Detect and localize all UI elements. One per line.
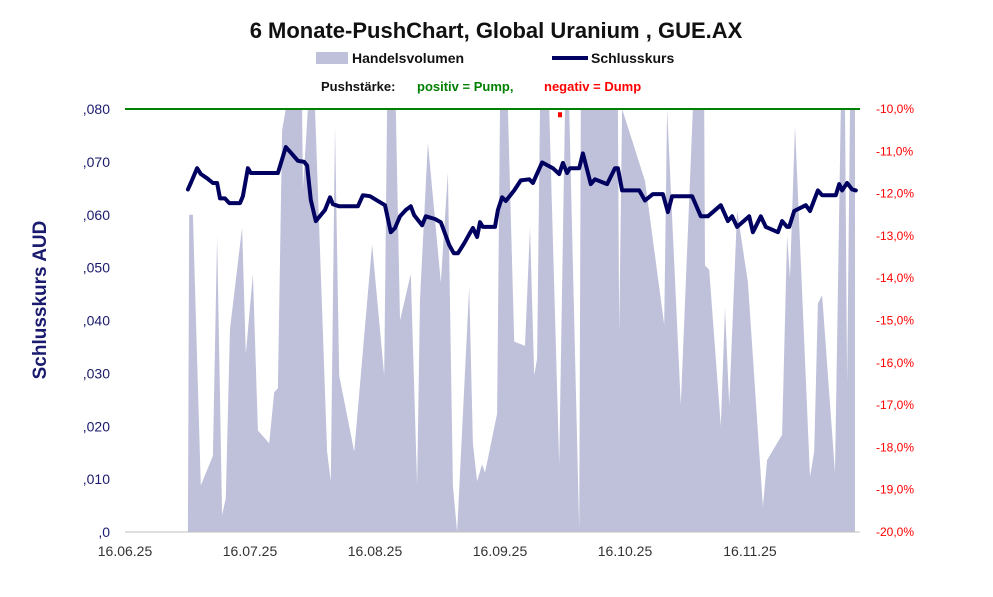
plot-area: ,0 ,010 ,020 ,030 ,040 ,050 ,060 ,070 ,080 -20,0%… <box>83 101 915 559</box>
x-tick-label: 16.09.25 <box>473 543 528 559</box>
push-point-marker <box>558 112 562 118</box>
y2-tick-label: -12,0% <box>876 187 914 201</box>
y-tick-label: ,050 <box>83 260 110 276</box>
legend-label-volume: Handelsvolumen <box>352 50 464 66</box>
y-axis-title: Schlusskurs AUD <box>30 221 51 380</box>
y2-tick-label: -13,0% <box>876 229 914 243</box>
y2-tick-label: -15,0% <box>876 314 914 328</box>
legend: Handelsvolumen Schlusskurs <box>316 50 674 66</box>
y2-tick-label: -19,0% <box>876 483 914 497</box>
chart-title: 6 Monate-PushChart, Global Uranium , GUE… <box>250 18 743 43</box>
y2-tick-label: -14,0% <box>876 271 914 285</box>
y-tick-label: ,060 <box>83 207 110 223</box>
y2-tick-label: -10,0% <box>876 102 914 116</box>
y2-tick-label: -16,0% <box>876 356 914 370</box>
y2-tick-label: -17,0% <box>876 398 914 412</box>
price-line <box>185 145 858 256</box>
volume-area <box>187 109 855 532</box>
x-tick-label: 16.10.25 <box>598 543 653 559</box>
y2-tick-label: -18,0% <box>876 440 914 454</box>
push-legend-negative: negativ = Dump <box>544 79 641 94</box>
push-legend-label: Pushstärke: <box>321 79 395 94</box>
x-tick-label: 16.06.25 <box>98 543 153 559</box>
x-tick-label: 16.11.25 <box>723 543 777 559</box>
x-tick-label: 16.08.25 <box>348 543 403 559</box>
y-tick-label: ,080 <box>83 101 110 117</box>
y2-tick-label: -20,0% <box>876 525 914 539</box>
y-tick-label: ,030 <box>83 365 110 381</box>
legend-label-price: Schlusskurs <box>591 50 674 66</box>
y2-tick-label: -11,0% <box>876 144 913 158</box>
push-legend: Pushstärke: positiv = Pump, negativ = Du… <box>321 79 641 94</box>
y-tick-label: ,0 <box>98 524 110 540</box>
x-tick-label: 16.07.25 <box>223 543 278 559</box>
legend-swatch-volume <box>316 52 348 64</box>
y-tick-label: ,010 <box>83 471 110 487</box>
y-tick-label: ,070 <box>83 154 110 170</box>
y-tick-label: ,040 <box>83 313 110 329</box>
push-legend-positive: positiv = Pump, <box>417 79 513 94</box>
y-tick-label: ,020 <box>83 418 110 434</box>
